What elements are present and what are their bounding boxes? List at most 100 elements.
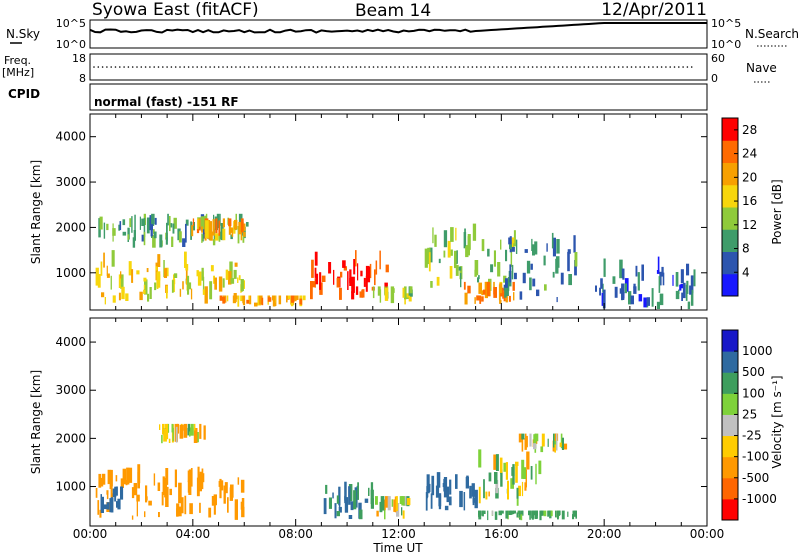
power-cell: [481, 290, 484, 296]
velocity-cell: [384, 509, 386, 520]
power-colorbar-tick-label: 28: [742, 123, 757, 137]
velocity-cell: [120, 478, 124, 488]
power-cell: [163, 268, 167, 278]
power-colorbar-tick-label: 4: [742, 265, 750, 279]
cpid-strip-frame: [89, 83, 708, 111]
power-cell: [201, 267, 204, 281]
power-cell: [351, 276, 355, 293]
power-cell: [531, 238, 533, 251]
power-colorbar-swatch: [722, 207, 738, 230]
nave-dot: [458, 66, 461, 68]
power-cell: [450, 249, 453, 256]
velocity-cell: [336, 511, 340, 517]
power-cell: [121, 286, 125, 300]
power-cell: [428, 252, 431, 272]
velocity-cell: [526, 451, 530, 470]
power-cell: [240, 218, 244, 233]
velocity-cell: [167, 423, 170, 433]
power-cell: [567, 251, 570, 272]
power-cell: [573, 235, 576, 253]
velocity-cell: [145, 485, 148, 503]
velocity-cell: [344, 481, 347, 501]
velocity-cell: [325, 484, 328, 494]
power-cell: [635, 265, 638, 277]
nave-dot: [566, 66, 568, 68]
nave-dot: [273, 66, 276, 68]
power-cell: [657, 256, 660, 272]
beam-label: Beam 14: [355, 1, 431, 21]
velocity-cell: [157, 482, 161, 491]
velocity-cell: [131, 515, 134, 520]
power-colorbar-swatch: [722, 162, 738, 186]
power-cell: [215, 218, 218, 234]
power-ytick-label: 4000: [55, 130, 86, 144]
nave-dot: [501, 66, 504, 68]
power-cell: [463, 281, 466, 290]
nave-dot: [510, 66, 512, 68]
velocity-cell: [491, 510, 494, 516]
velocity-colorbar-swatch: [722, 351, 738, 373]
velocity-cell: [190, 468, 193, 487]
nave-dot: [321, 66, 323, 68]
power-cell: [118, 224, 121, 231]
nave-dot: [243, 66, 246, 68]
nave-dot: [527, 66, 530, 68]
time-tick-label: 16:00: [484, 527, 519, 541]
power-cell: [191, 225, 194, 237]
time-tick-label: 00:00: [690, 527, 725, 541]
velocity-cell: [106, 490, 109, 495]
velocity-yticks: 1000 2000 3000 4000: [55, 335, 707, 494]
power-cell: [226, 295, 229, 302]
power-cell: [128, 261, 132, 276]
power-cell: [132, 237, 136, 248]
power-cell: [243, 231, 246, 237]
nave-dot: [239, 66, 241, 68]
velocity-cell: [199, 502, 201, 513]
power-cell: [139, 216, 141, 230]
power-cell: [455, 264, 459, 276]
power-cell: [424, 248, 428, 268]
power-cell: [438, 258, 441, 264]
power-cell: [155, 266, 158, 271]
freq-tick-high: 18: [72, 52, 86, 65]
velocity-cell: [528, 510, 531, 516]
power-cell: [237, 295, 240, 307]
power-cell: [103, 252, 105, 268]
power-cell: [202, 276, 205, 292]
velocity-cell: [521, 433, 525, 440]
velocity-cell: [344, 497, 349, 513]
velocity-cell: [494, 511, 498, 520]
velocity-cell: [427, 483, 431, 493]
velocity-cell: [224, 482, 228, 494]
power-cell: [187, 275, 190, 295]
nave-dot: [531, 66, 534, 68]
date-label: 12/Apr/2011: [601, 0, 707, 20]
power-cell: [436, 276, 440, 286]
power-cell: [210, 265, 214, 272]
velocity-cell: [541, 433, 545, 447]
power-cell: [481, 239, 485, 252]
power-colorbar-swatch: [722, 229, 738, 252]
velocity-cell: [165, 468, 169, 485]
velocity-cell: [125, 480, 128, 486]
power-cell: [232, 295, 237, 304]
velocity-cell: [358, 509, 363, 520]
power-cell: [112, 295, 116, 303]
power-cell: [237, 226, 240, 244]
power-cell: [353, 259, 356, 275]
nave-dot: [411, 66, 414, 68]
power-cell: [209, 221, 212, 233]
velocity-cell: [350, 501, 354, 511]
nave-dot: [475, 66, 478, 68]
nave-dot: [359, 66, 362, 68]
velocity-cell: [183, 423, 188, 438]
velocity-cell: [516, 512, 519, 518]
velocity-cell: [187, 427, 189, 436]
velocity-cell: [444, 505, 449, 511]
nave-dot: [630, 66, 633, 68]
velocity-colorbar-tick-label: 25: [742, 407, 757, 421]
velocity-cell: [403, 496, 407, 506]
nave-dot: [346, 66, 349, 68]
velocity-cell: [172, 427, 174, 442]
velocity-cell: [178, 482, 182, 504]
